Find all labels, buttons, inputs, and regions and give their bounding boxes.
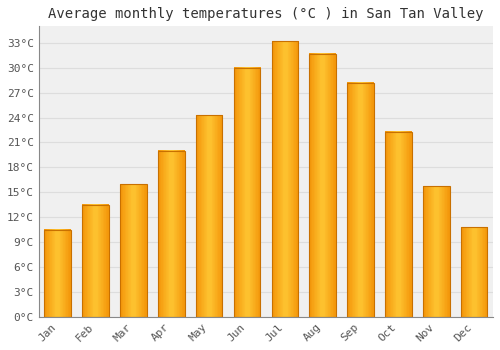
Title: Average monthly temperatures (°C ) in San Tan Valley: Average monthly temperatures (°C ) in Sa…	[48, 7, 484, 21]
Bar	[385, 132, 411, 317]
Bar	[44, 230, 71, 317]
Bar	[310, 54, 336, 317]
Bar	[196, 115, 222, 317]
Bar	[348, 83, 374, 317]
Bar	[82, 205, 109, 317]
Bar	[423, 187, 450, 317]
Bar	[120, 184, 146, 317]
Bar	[272, 41, 298, 317]
Bar	[234, 68, 260, 317]
Bar	[461, 227, 487, 317]
Bar	[158, 151, 184, 317]
